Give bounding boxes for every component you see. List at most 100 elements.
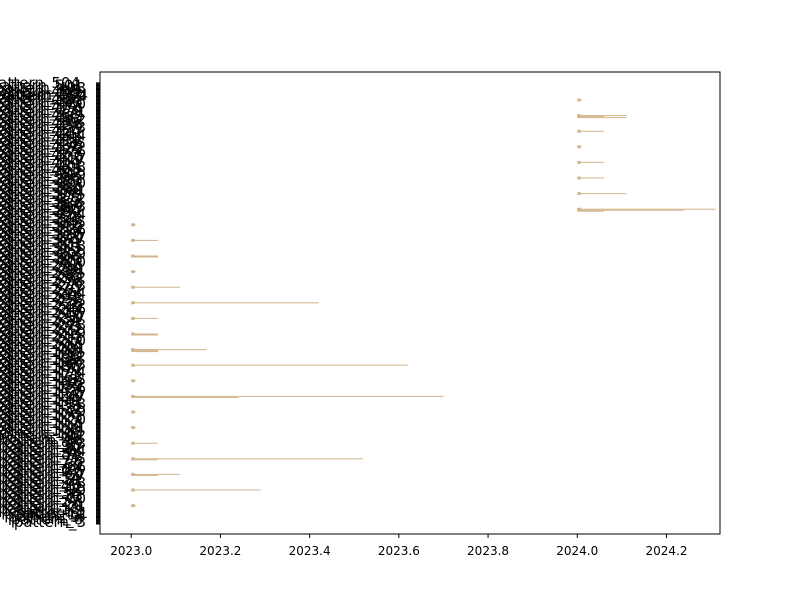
category-label: pattern_78 bbox=[1, 447, 83, 466]
category-label: pattern_195 bbox=[0, 345, 83, 364]
category-label: pattern_471 bbox=[0, 103, 86, 122]
category-label: pattern_156 bbox=[0, 379, 86, 398]
category-label: pattern_477 bbox=[0, 98, 80, 117]
category-label: pattern_270 bbox=[0, 279, 80, 298]
bar bbox=[577, 210, 605, 212]
category-label: pattern_438 bbox=[0, 132, 83, 151]
category-label: pattern_114 bbox=[0, 416, 83, 435]
category-label: pattern_210 bbox=[0, 332, 86, 351]
category-label: pattern_480 bbox=[0, 95, 86, 114]
category-label: pattern_84 bbox=[4, 442, 86, 461]
category-label: pattern_336 bbox=[0, 221, 86, 240]
category-label: pattern_306 bbox=[0, 248, 80, 267]
bar bbox=[131, 224, 136, 226]
category-label: pattern_108 bbox=[0, 421, 80, 440]
bar bbox=[131, 489, 261, 491]
category-label: pattern_252 bbox=[0, 295, 80, 314]
category-label: pattern_387 bbox=[0, 176, 80, 195]
category-label: pattern_180 bbox=[0, 358, 80, 377]
category-label: pattern_57 bbox=[4, 466, 86, 485]
category-label: pattern_48 bbox=[4, 474, 86, 493]
category-label: pattern_468 bbox=[0, 105, 80, 124]
category-label: pattern_483 bbox=[0, 92, 83, 111]
bar bbox=[577, 177, 605, 179]
category-label: pattern_24 bbox=[1, 495, 83, 514]
category-label: pattern_225 bbox=[0, 319, 80, 338]
category-label: pattern_189 bbox=[0, 350, 80, 369]
bar bbox=[131, 255, 158, 257]
category-label: pattern_303 bbox=[0, 250, 83, 269]
category-label: pattern_240 bbox=[0, 305, 83, 324]
category-label: pattern_261 bbox=[0, 287, 80, 306]
y-axis bbox=[96, 82, 100, 525]
category-label: pattern_495 bbox=[0, 82, 80, 101]
category-label: pattern_45 bbox=[0, 476, 80, 495]
category-label: pattern_33 bbox=[1, 487, 83, 506]
category-label: pattern_153 bbox=[0, 382, 80, 401]
category-label: pattern_243 bbox=[0, 303, 80, 322]
category-label: pattern_330 bbox=[0, 226, 83, 245]
bar bbox=[577, 130, 605, 132]
bar bbox=[131, 473, 181, 475]
category-label: pattern_9 bbox=[8, 508, 80, 527]
category-label: pattern_90 bbox=[0, 437, 80, 456]
bar bbox=[131, 364, 408, 366]
bar bbox=[131, 349, 208, 351]
bar bbox=[131, 458, 364, 460]
category-label: pattern_393 bbox=[0, 171, 83, 190]
category-label: pattern_381 bbox=[0, 182, 86, 201]
category-label: pattern_435 bbox=[0, 134, 86, 153]
category-label: pattern_30 bbox=[4, 490, 86, 509]
category-label: pattern_372 bbox=[0, 190, 86, 209]
category-label: pattern_405 bbox=[0, 161, 80, 180]
category-label: pattern_375 bbox=[0, 187, 83, 206]
category-label: pattern_3 bbox=[14, 513, 86, 532]
category-label: pattern_21 bbox=[4, 497, 86, 516]
category-label: pattern_105 bbox=[0, 424, 83, 443]
category-label: pattern_348 bbox=[0, 211, 83, 230]
category-label: pattern_279 bbox=[0, 271, 80, 290]
category-label: pattern_27 bbox=[0, 492, 80, 511]
category-label: pattern_237 bbox=[0, 308, 86, 327]
category-label: pattern_231 bbox=[0, 313, 83, 332]
category-label: pattern_219 bbox=[0, 324, 86, 343]
category-label: pattern_411 bbox=[0, 155, 83, 174]
category-label: pattern_444 bbox=[0, 126, 86, 145]
category-label: pattern_165 bbox=[0, 371, 86, 390]
category-label: pattern_489 bbox=[0, 87, 86, 106]
bar bbox=[577, 208, 716, 210]
category-label: pattern_69 bbox=[1, 455, 83, 474]
category-label: pattern_42 bbox=[1, 479, 83, 498]
x-tick-label: 2023.8 bbox=[467, 544, 509, 558]
category-label: pattern_120 bbox=[0, 411, 86, 430]
category-label: pattern_498 bbox=[0, 79, 86, 98]
category-label: pattern_18 bbox=[0, 500, 80, 519]
category-label: pattern_255 bbox=[0, 292, 86, 311]
last-category-label: pattern_504 bbox=[0, 86, 88, 105]
bar bbox=[131, 459, 158, 461]
category-label: pattern_474 bbox=[0, 100, 83, 119]
category-label: pattern_222 bbox=[0, 321, 83, 340]
category-label: pattern_135 bbox=[0, 397, 80, 416]
category-label: pattern_174 bbox=[0, 363, 86, 382]
category-label: pattern_54 bbox=[0, 469, 80, 488]
category-label: pattern_246 bbox=[0, 300, 86, 319]
x-axis: 2023.0 2023.2 2023.4 2023.6 2023.8 2024.0 2024… bbox=[110, 534, 687, 558]
bar bbox=[577, 99, 582, 101]
category-label: pattern_60 bbox=[1, 463, 83, 482]
bar bbox=[131, 474, 158, 476]
category-label: pattern_186 bbox=[0, 353, 83, 372]
category-label: pattern_216 bbox=[0, 326, 80, 345]
bar bbox=[131, 351, 158, 353]
category-label: pattern_339 bbox=[0, 219, 83, 238]
category-label: pattern_429 bbox=[0, 140, 83, 159]
category-label: pattern_204 bbox=[0, 337, 83, 356]
x-tick-label: 2023.4 bbox=[289, 544, 331, 558]
category-label: pattern_75 bbox=[4, 450, 86, 469]
bar bbox=[131, 317, 158, 319]
category-label: pattern_453 bbox=[0, 119, 86, 138]
bar bbox=[577, 146, 582, 148]
bar bbox=[131, 380, 136, 382]
bar bbox=[131, 271, 136, 273]
